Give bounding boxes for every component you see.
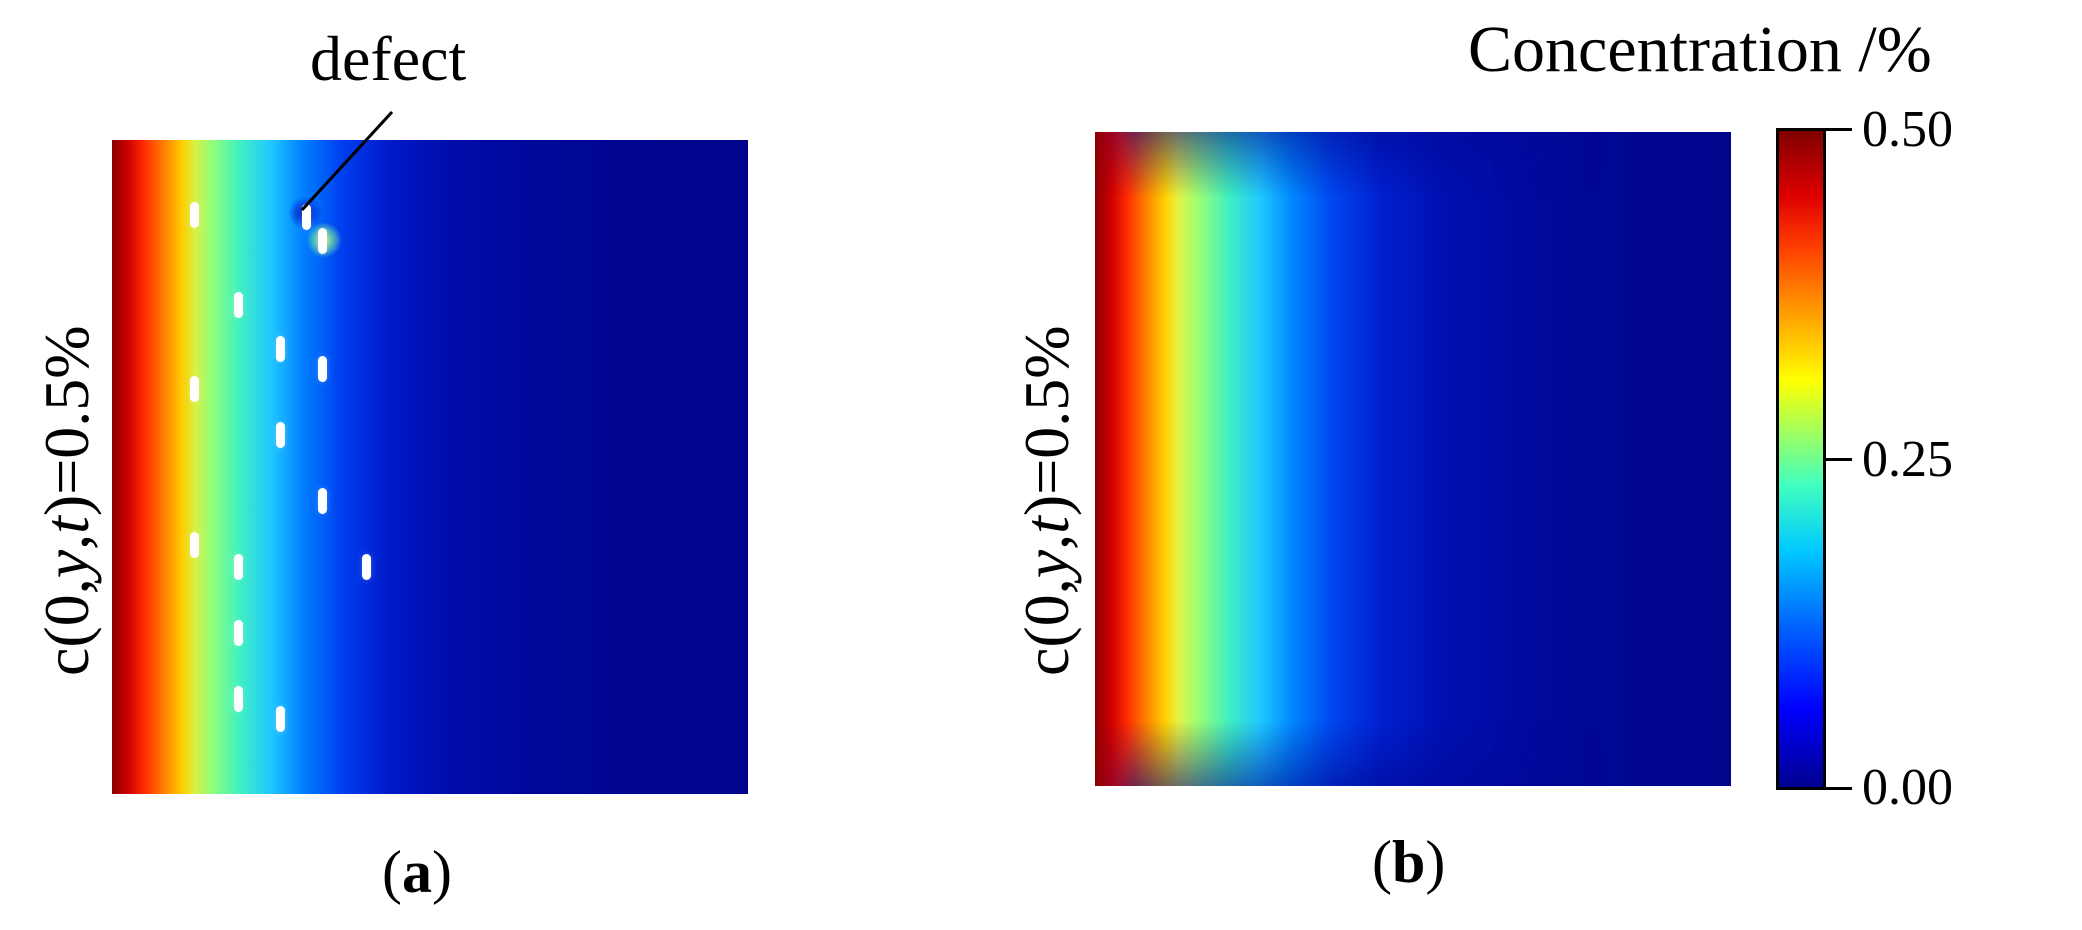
- colorbar-tick: [1826, 458, 1852, 461]
- caption-b: (b): [1372, 829, 1446, 895]
- boundary-condition-label-b: c(0,y,t)=0.5%: [1011, 325, 1082, 676]
- heatmap-panel-b: [1095, 132, 1731, 786]
- caption-a: (a): [382, 839, 452, 905]
- colorbar-title: Concentration /%: [1468, 13, 1932, 86]
- colorbar-tick-label: 0.50: [1862, 101, 1953, 158]
- colorbar-tick-label: 0.25: [1862, 431, 1953, 488]
- defect-marker: [302, 204, 311, 230]
- edge-fade: [1095, 132, 1731, 786]
- defect-marker: [318, 228, 327, 254]
- defect-marker: [234, 292, 243, 318]
- colorbar-tick: [1826, 128, 1852, 131]
- boundary-condition-label-a: c(0,y,t)=0.5%: [31, 325, 102, 676]
- defect-marker: [234, 686, 243, 712]
- colorbar: [1776, 128, 1826, 790]
- defect-marker: [190, 376, 199, 402]
- defect-marker: [234, 620, 243, 646]
- defect-marker: [234, 554, 243, 580]
- concentration-field-a: [112, 140, 748, 794]
- defect-marker: [276, 336, 285, 362]
- heatmap-panel-a: [112, 140, 748, 794]
- defect-marker: [318, 356, 327, 382]
- defect-marker: [276, 706, 285, 732]
- defect-annotation: defect: [310, 23, 467, 94]
- defect-marker: [362, 554, 371, 580]
- defect-marker: [276, 422, 285, 448]
- defect-marker: [190, 202, 199, 228]
- colorbar-tick-label: 0.00: [1862, 759, 1953, 816]
- defect-marker: [190, 532, 199, 558]
- colorbar-tick: [1826, 787, 1852, 790]
- defect-marker: [318, 488, 327, 514]
